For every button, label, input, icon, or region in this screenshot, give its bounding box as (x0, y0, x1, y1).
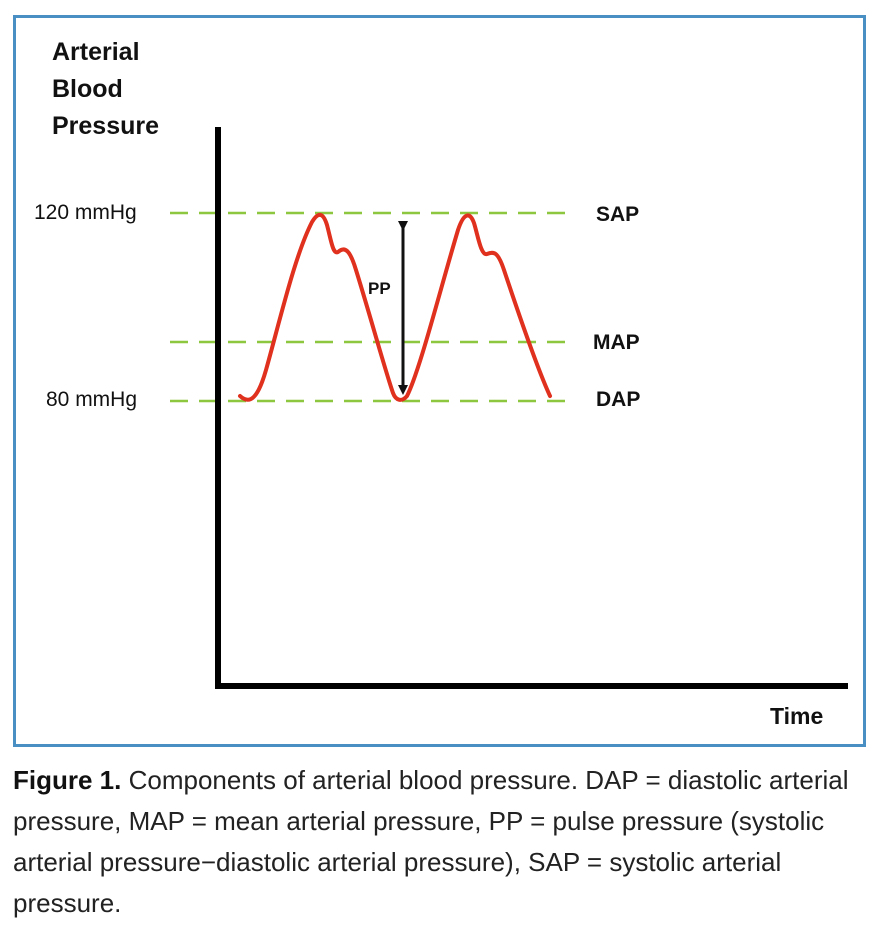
map-label: MAP (593, 331, 640, 354)
y-axis-label-line: Blood (52, 75, 123, 103)
tick-label-80: 80 mmHg (46, 388, 137, 411)
dap-label: DAP (596, 388, 640, 411)
caption-text: Components of arterial blood pressure. D… (13, 765, 849, 918)
figure-caption: Figure 1. Components of arterial blood p… (13, 760, 873, 924)
pressure-waveform (238, 212, 552, 402)
x-axis-label: Time (770, 703, 823, 729)
caption-label: Figure 1. (13, 765, 122, 795)
pp-label: PP (368, 279, 391, 298)
figure-frame (13, 15, 866, 747)
tick-label-120: 120 mmHg (34, 201, 137, 224)
sap-label: SAP (596, 203, 639, 226)
y-axis-label: Arterial Blood Pressure (52, 38, 159, 140)
y-axis-label-line: Pressure (52, 112, 159, 140)
y-axis-label-line: Arterial (52, 38, 140, 66)
